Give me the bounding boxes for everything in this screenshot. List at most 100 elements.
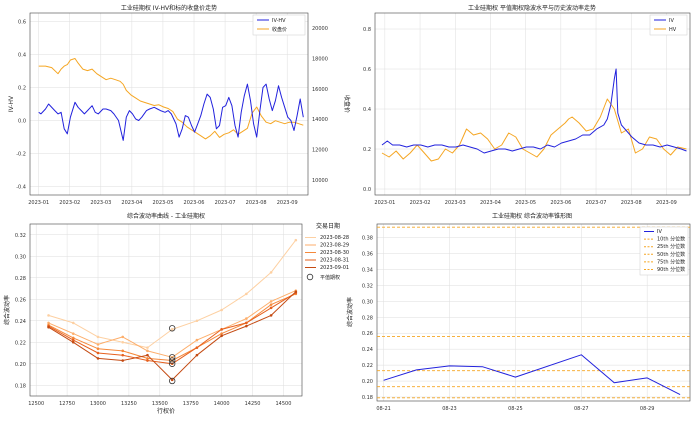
c3-x-tick-label: 14000 <box>214 401 230 407</box>
c4-y-tick-label: 0.34 <box>362 267 373 273</box>
c4-legend-box <box>639 226 689 276</box>
c2-hv-line <box>381 98 687 162</box>
c3-x-tick-label: 13500 <box>152 401 168 407</box>
c1-x-tick-label: 2023-04 <box>121 200 142 206</box>
c1-x-tick-label: 2023-08 <box>246 200 267 206</box>
c3-series-point <box>245 317 248 320</box>
c4-y-tick-label: 0.32 <box>362 283 373 289</box>
c2-y-tick-label: 0.0 <box>363 187 371 193</box>
c1-y2-tick-label: 10000 <box>312 178 328 184</box>
c3-legend-label: 2023-08-30 <box>320 250 349 256</box>
c2-y-tick-label: 0.8 <box>363 27 371 33</box>
c3-series-point <box>121 353 125 357</box>
c3-series-point <box>245 321 248 325</box>
c1-x-tick-label: 2023-07 <box>215 200 236 206</box>
c1-y2-tick-label: 20000 <box>312 26 328 32</box>
c2-x-tick-label: 2023-01 <box>374 200 395 206</box>
c3-series-point <box>96 347 100 351</box>
c1-legend-close-label: 收盘价 <box>272 26 287 33</box>
c3-x-tick-label: 13000 <box>90 401 106 407</box>
c3-series-point <box>245 292 248 296</box>
c3-atm-marker <box>168 357 176 364</box>
c3-series-point <box>170 328 174 331</box>
c1-y2label: 收盘价 <box>343 95 351 113</box>
c3-series-point <box>121 349 125 353</box>
c3-legend-title: 交易日期 <box>316 222 340 230</box>
c2-x-tick-label: 2023-03 <box>445 200 466 206</box>
c3-series-point <box>71 338 75 342</box>
c3-series-point <box>294 238 298 242</box>
c2-x-tick-label: 2023-04 <box>480 200 501 206</box>
c2-x-tick-label: 2023-05 <box>515 200 536 206</box>
c3-series-point <box>220 334 223 338</box>
c4-title: 工业硅期权 综合波动率锥形图 <box>492 212 572 220</box>
c3-series-point <box>146 359 149 362</box>
c3-series-point <box>96 351 100 355</box>
c3-series-point <box>245 324 248 328</box>
c1-y-tick-label: -0.2 <box>16 152 26 158</box>
c3-atm-marker <box>168 377 176 385</box>
c3-x-tick-label: 13250 <box>121 401 137 407</box>
c3-x-tick-label: 13750 <box>183 401 199 407</box>
c3-series-point <box>146 349 149 353</box>
c1-ylabel: IV-HV <box>8 95 15 112</box>
c4-y-tick-label: 0.24 <box>362 347 373 353</box>
c1-x-tick-label: 2023-02 <box>59 200 80 206</box>
c2-x-tick-label: 2023-07 <box>586 200 607 206</box>
c3-y-tick-label: 0.30 <box>15 254 26 260</box>
c1-y-tick-label: -0.4 <box>16 185 26 191</box>
c3-y-tick-label: 0.20 <box>15 362 26 368</box>
c4-x-tick-label: 08-21 <box>376 406 391 412</box>
c2-legend-hv-label: HV <box>669 27 677 33</box>
c3-legend-atm-label: 平值期权 <box>320 274 340 281</box>
c3-series-point <box>146 346 149 349</box>
c4-legend-label: 10th 分位数 <box>657 236 685 243</box>
c4-y-tick-label: 0.30 <box>362 299 373 305</box>
c3-series-point <box>96 343 100 346</box>
c2-y-tick-label: 0.2 <box>363 147 371 153</box>
c4-legend-label: 90th 分位数 <box>657 266 685 273</box>
c2-title: 工业硅期权 平值期权隐波水平与历史波动率走势 <box>468 4 596 12</box>
c3-x-tick-label: 12500 <box>28 401 44 407</box>
c3-series-point <box>71 336 75 340</box>
c1-close-line <box>38 58 304 140</box>
c3-series-point <box>96 357 100 360</box>
c3-series-point <box>71 321 75 325</box>
c3-legend-label: 2023-09-01 <box>320 265 349 271</box>
c1-x-tick-label: 2023-09 <box>277 200 298 206</box>
c1-plot-frame <box>29 12 309 196</box>
c4-ylabel: 综合波动率 <box>346 297 354 327</box>
c3-series-point <box>47 321 50 325</box>
c1-legend-ivhv-label: IV-HV <box>272 18 286 24</box>
c3-title: 综合波动率曲线 - 工业硅期权 <box>127 212 205 220</box>
c3-legend-label: 2023-08-28 <box>320 235 349 241</box>
c4-y-tick-label: 0.18 <box>362 395 373 401</box>
c4-iv-line <box>383 354 681 396</box>
c4-y-tick-label: 0.28 <box>362 315 373 321</box>
c1-y-tick-label: 0.2 <box>18 85 26 91</box>
c2-x-tick-label: 2023-06 <box>550 200 571 206</box>
c3-atm-marker <box>168 360 176 367</box>
c3-x-tick-label: 14500 <box>276 401 292 407</box>
c4-y-tick-label: 0.20 <box>362 379 373 385</box>
c3-series-point <box>269 314 273 317</box>
c3-y-tick-label: 0.32 <box>15 233 26 239</box>
c3-series-point <box>47 325 50 329</box>
c4-y-tick-label: 0.26 <box>362 331 373 337</box>
c2-y-tick-label: 0.4 <box>363 107 371 113</box>
c1-x-tick-label: 2023-06 <box>184 200 205 206</box>
c1-y2-tick-label: 18000 <box>312 57 328 63</box>
c3-plot-frame <box>29 223 303 397</box>
c4-y-tick-label: 0.22 <box>362 363 373 369</box>
c2-x-tick-label: 2023-02 <box>410 200 431 206</box>
c2-y-tick-label: 0.6 <box>363 67 371 73</box>
c3-series-line <box>48 290 297 358</box>
c3-y-tick-label: 0.28 <box>15 276 26 282</box>
c1-x-tick-label: 2023-01 <box>28 200 49 206</box>
c3-series-point <box>146 353 149 357</box>
c3-series-point <box>269 306 273 310</box>
c4-legend-label: 50th 分位数 <box>657 251 685 258</box>
c2-iv-line <box>381 68 687 154</box>
c4-x-tick-label: 08-29 <box>640 406 655 412</box>
